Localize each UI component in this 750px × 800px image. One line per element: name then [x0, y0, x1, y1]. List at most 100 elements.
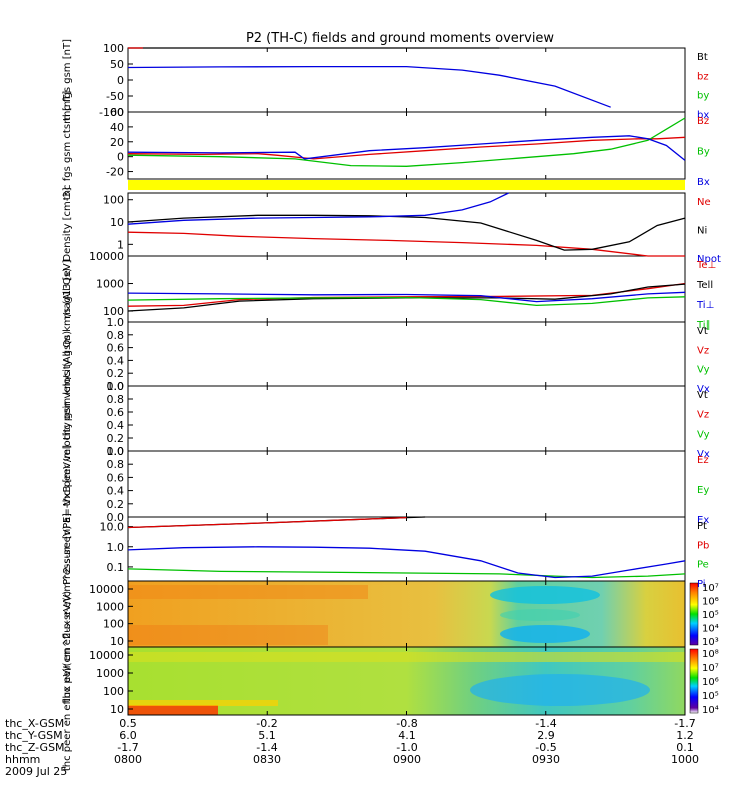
legend-entry: Pt — [697, 521, 707, 532]
footer-value: 0830 — [253, 753, 281, 766]
legend-entry: Ti∥ — [696, 320, 711, 331]
y-tick-label: 1.0 — [107, 316, 125, 329]
y-tick-label: 10 — [110, 703, 124, 716]
legend-entry: Npot — [697, 254, 721, 265]
y-axis-label: thc fgs gsm ctsm [nT] — [62, 91, 73, 201]
footer-date: 2009 Jul 25 — [5, 765, 67, 778]
series-line-Pb — [127, 516, 407, 529]
footer-value: 6.0 — [119, 729, 137, 742]
y-tick-label: 60 — [110, 106, 124, 119]
y-tick-label: 0.2 — [107, 432, 125, 445]
legend-entry: Vx — [697, 449, 710, 460]
y-tick-label: 0.8 — [107, 329, 125, 342]
y-tick-label: 10 — [110, 635, 124, 648]
y-axis-label: thc peir velocity gsm km/s (All Qs) — [62, 268, 73, 440]
footer-value: 0800 — [114, 753, 142, 766]
legend-entry: Ne — [697, 197, 711, 208]
series-line-Pe — [127, 568, 686, 579]
y-tick-label: 0.1 — [107, 561, 125, 574]
series-line-bx — [127, 65, 611, 108]
series-line-Npot — [127, 192, 509, 225]
panel-7-frame — [127, 450, 686, 518]
y-tick-label: 0.0 — [107, 511, 125, 524]
y-tick-label: 100 — [103, 194, 124, 207]
ion-colorbar — [689, 582, 699, 646]
footer: thc_X-GSM thc_Y-GSM thc_Z-GSM hhmm 2009 … — [5, 717, 699, 778]
footer-value: -0.5 — [535, 741, 556, 754]
series-line-Bx — [127, 135, 686, 161]
footer-value: 0.5 — [119, 717, 137, 730]
y-tick-label: 20 — [110, 136, 124, 149]
legend-entry: Ex — [697, 515, 709, 526]
legend-entry: Pi — [697, 579, 706, 590]
panel-2-frame — [127, 111, 686, 180]
series-line-Ne — [127, 231, 685, 257]
colorbar-tick-label: 10⁷ — [702, 583, 719, 594]
panel-1-frame — [127, 47, 686, 113]
figure-title: P2 (TH-C) fields and ground moments over… — [246, 31, 554, 46]
electron-spectrogram — [127, 646, 686, 716]
legend-entry: Bx — [697, 177, 710, 188]
footer-value: 0.1 — [676, 741, 694, 754]
panel-4-frame — [127, 255, 686, 323]
series-line-Bz — [127, 136, 686, 160]
legend-entry: Te⊥ — [696, 260, 716, 271]
y-tick-label: 1.0 — [107, 541, 125, 554]
y-tick-label: 100 — [103, 618, 124, 631]
y-tick-label: 0.6 — [107, 471, 125, 484]
legend-entry: Vx — [697, 384, 710, 395]
footer-value: 0930 — [532, 753, 560, 766]
y-tick-label: 1000 — [96, 278, 124, 291]
legend-entry: Bz — [697, 116, 709, 127]
footer-row-label: hhmm — [5, 753, 40, 766]
legend-entry: Vy — [697, 365, 710, 376]
y-tick-label: 0.4 — [107, 354, 125, 367]
colorbar-tick-label: 10⁵ — [702, 691, 719, 702]
y-tick-label: 0.6 — [107, 342, 125, 355]
legend-entry: Tell — [696, 280, 713, 291]
y-tick-label: 0.8 — [107, 393, 125, 406]
y-tick-label: 0 — [117, 151, 124, 164]
panel-3-frame — [127, 192, 686, 257]
ion-spectrogram — [127, 580, 686, 648]
legend-entry: by — [697, 91, 709, 102]
footer-row-label: thc_X-GSM — [5, 717, 64, 730]
y-tick-label: -20 — [106, 166, 124, 179]
y-tick-label: -50 — [106, 90, 124, 103]
y-tick-label: 1000 — [96, 667, 124, 680]
y-tick-label: 10 — [110, 216, 124, 229]
legend-entry: Ey — [697, 485, 709, 496]
footer-value: -1.4 — [256, 741, 277, 754]
colorbar-tick-label: 10⁵ — [702, 610, 719, 621]
colorbar-tick-label: 10³ — [702, 637, 719, 648]
series-line-By — [127, 117, 686, 167]
legend-entry: Vz — [697, 410, 709, 421]
y-tick-label: 0.2 — [107, 367, 125, 380]
footer-value: 4.1 — [398, 729, 416, 742]
y-tick-label: 50 — [110, 58, 124, 71]
y-tick-label: 0.8 — [107, 458, 125, 471]
y-tick-label: -100 — [99, 106, 124, 119]
footer-value: 2.9 — [537, 729, 555, 742]
electron-colorbar — [689, 648, 699, 714]
colorbar-tick-label: 10⁴ — [702, 624, 719, 635]
legend-entry: bx — [697, 110, 709, 121]
colorbar-tick-label: 10⁶ — [702, 677, 719, 688]
panel-6-frame — [127, 385, 686, 452]
legend-entry: Ni — [697, 226, 707, 237]
legend-entry: Vt — [697, 326, 708, 337]
y-axis-label: thc fgs gsm [nT] — [62, 39, 73, 121]
y-tick-label: 0.4 — [107, 485, 125, 498]
colorbar-tick-label: 10⁸ — [702, 649, 719, 660]
footer-value: 1.2 — [676, 729, 694, 742]
y-tick-label: 1000 — [96, 600, 124, 613]
y-tick-label: 10000 — [89, 250, 124, 263]
legend-entry: Bt — [697, 52, 708, 63]
panel-5-frame — [127, 321, 686, 387]
legend-entry: Vz — [697, 345, 709, 356]
colorbar-tick-label: 10⁶ — [702, 597, 719, 608]
legend-entry: Pb — [697, 540, 709, 551]
y-axis-label: E=-VxB [mV/m] — [62, 445, 73, 523]
